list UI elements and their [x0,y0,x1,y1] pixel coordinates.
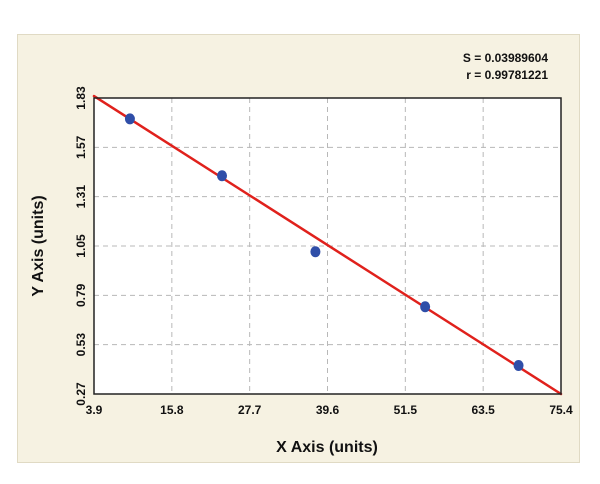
y-tick-label: 1.57 [74,135,88,159]
data-point [513,360,524,372]
x-tick-label: 39.6 [316,403,340,417]
fit-line-group [92,94,563,396]
x-tick-label: 51.5 [394,403,418,417]
y-tick-label: 1.05 [74,234,88,258]
plot-border [93,97,562,395]
x-tick-label: 75.4 [549,403,573,417]
y-tick-label: 1.31 [74,185,88,209]
data-point [420,301,431,313]
x-tick-label: 63.5 [471,403,495,417]
y-tick-label: 0.79 [74,283,88,307]
x-tick-label: 15.8 [160,403,184,417]
x-tick-label: 27.7 [238,403,262,417]
y-tick-label: 0.27 [74,382,88,406]
y-axis-title: Y Axis (units) [30,195,47,296]
y-tick-label: 0.53 [74,333,88,357]
data-point [217,170,228,182]
r-statistic: r = 0.99781221 [466,68,548,82]
x-tick-labels: 3.9 15.8 27.7 39.6 51.5 63.5 75.4 [86,403,573,417]
x-axis-title: X Axis (units) [276,439,378,456]
data-point [124,113,135,125]
y-tick-label: 1.83 [74,86,88,110]
data-point [310,246,321,258]
s-statistic: S = 0.03989604 [463,51,548,65]
x-tick-label: 3.9 [86,403,103,417]
data-points [124,113,524,372]
y-tick-labels: 0.27 0.53 0.79 1.05 1.31 1.57 1.83 [74,86,88,406]
fit-line [92,94,563,396]
